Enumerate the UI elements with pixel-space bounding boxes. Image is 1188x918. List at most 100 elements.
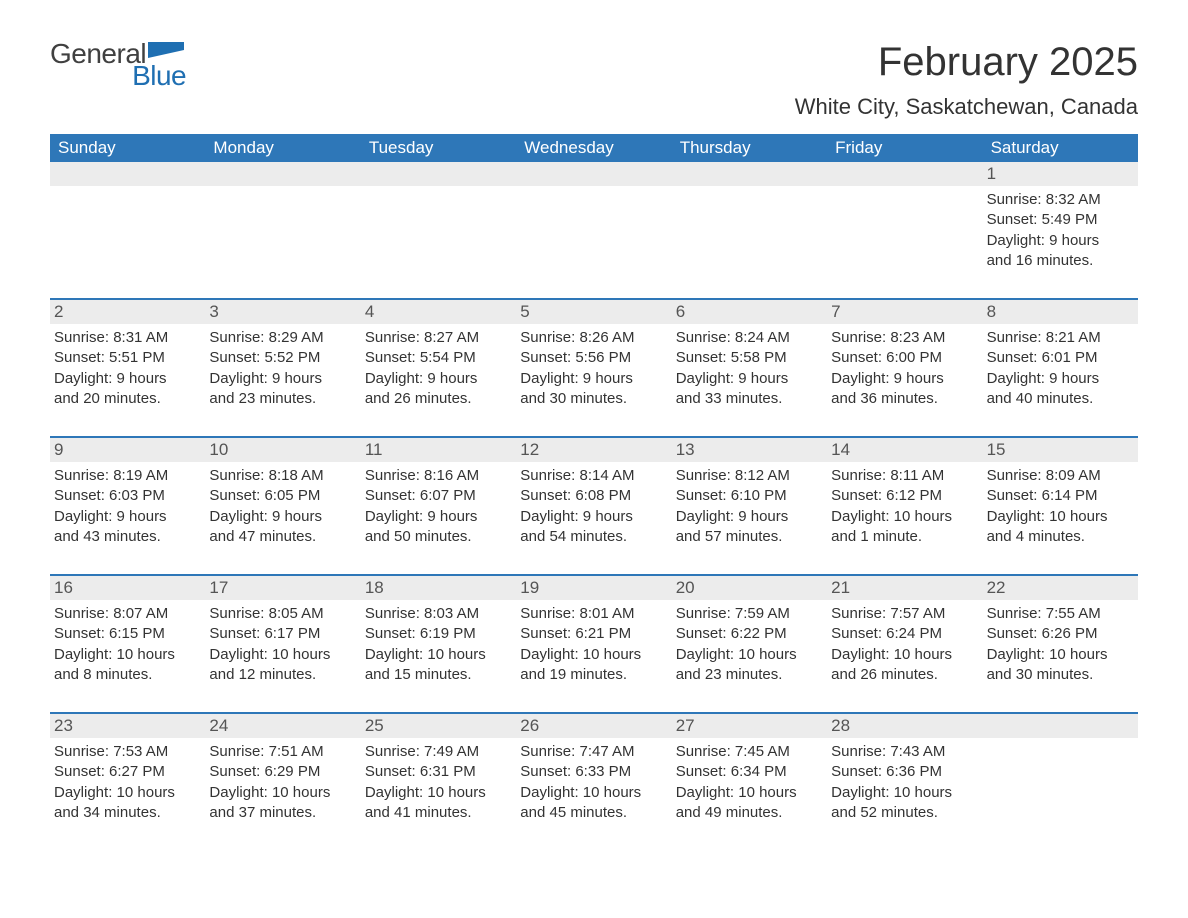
- sunset-line: Sunset: 5:52 PM: [209, 348, 354, 368]
- daylight-line-2: and 26 minutes.: [831, 665, 976, 685]
- day-number: 5: [516, 300, 671, 324]
- daylight-line-1: Daylight: 10 hours: [520, 645, 665, 665]
- daylight-line-2: and 49 minutes.: [676, 803, 821, 823]
- logo-text-blue: Blue: [132, 60, 186, 91]
- day-cell: Sunrise: 8:07 AMSunset: 6:15 PMDaylight:…: [50, 600, 205, 712]
- day-cell: Sunrise: 8:31 AMSunset: 5:51 PMDaylight:…: [50, 324, 205, 436]
- day-number: [983, 714, 1138, 738]
- day-cell: Sunrise: 7:51 AMSunset: 6:29 PMDaylight:…: [205, 738, 360, 850]
- daynum-row: 232425262728: [50, 714, 1138, 738]
- daylight-line-2: and 57 minutes.: [676, 527, 821, 547]
- location-label: White City, Saskatchewan, Canada: [795, 94, 1138, 120]
- day-cell: Sunrise: 8:24 AMSunset: 5:58 PMDaylight:…: [672, 324, 827, 436]
- day-number: 14: [827, 438, 982, 462]
- day-cell: [983, 738, 1138, 850]
- day-number: 6: [672, 300, 827, 324]
- day-number: [50, 162, 205, 186]
- daylight-line-2: and 23 minutes.: [676, 665, 821, 685]
- daylight-line-1: Daylight: 9 hours: [209, 507, 354, 527]
- sunrise-line: Sunrise: 8:01 AM: [520, 604, 665, 624]
- sunset-line: Sunset: 6:19 PM: [365, 624, 510, 644]
- daylight-line-1: Daylight: 10 hours: [520, 783, 665, 803]
- sunrise-line: Sunrise: 7:49 AM: [365, 742, 510, 762]
- sunrise-line: Sunrise: 8:05 AM: [209, 604, 354, 624]
- day-cell: Sunrise: 7:45 AMSunset: 6:34 PMDaylight:…: [672, 738, 827, 850]
- day-number: 26: [516, 714, 671, 738]
- day-cell: Sunrise: 8:01 AMSunset: 6:21 PMDaylight:…: [516, 600, 671, 712]
- weeks-container: 1Sunrise: 8:32 AMSunset: 5:49 PMDaylight…: [50, 162, 1138, 850]
- sunrise-line: Sunrise: 8:23 AM: [831, 328, 976, 348]
- day-number: 10: [205, 438, 360, 462]
- sunset-line: Sunset: 6:03 PM: [54, 486, 199, 506]
- day-number: 25: [361, 714, 516, 738]
- sunrise-line: Sunrise: 7:59 AM: [676, 604, 821, 624]
- day-number: 20: [672, 576, 827, 600]
- daylight-line-1: Daylight: 10 hours: [831, 783, 976, 803]
- day-cell: Sunrise: 7:49 AMSunset: 6:31 PMDaylight:…: [361, 738, 516, 850]
- day-number: [361, 162, 516, 186]
- day-number: 3: [205, 300, 360, 324]
- day-number: 16: [50, 576, 205, 600]
- daylight-line-2: and 54 minutes.: [520, 527, 665, 547]
- daynum-row: 2345678: [50, 300, 1138, 324]
- day-cell: Sunrise: 7:43 AMSunset: 6:36 PMDaylight:…: [827, 738, 982, 850]
- daylight-line-2: and 45 minutes.: [520, 803, 665, 823]
- day-number: 28: [827, 714, 982, 738]
- day-cell: Sunrise: 7:53 AMSunset: 6:27 PMDaylight:…: [50, 738, 205, 850]
- sunrise-line: Sunrise: 8:21 AM: [987, 328, 1132, 348]
- day-cell: [361, 186, 516, 298]
- daylight-line-1: Daylight: 9 hours: [831, 369, 976, 389]
- sunset-line: Sunset: 6:36 PM: [831, 762, 976, 782]
- sunrise-line: Sunrise: 8:32 AM: [987, 190, 1132, 210]
- sunset-line: Sunset: 5:51 PM: [54, 348, 199, 368]
- calendar: SundayMondayTuesdayWednesdayThursdayFrid…: [50, 134, 1138, 850]
- day-cell: Sunrise: 8:12 AMSunset: 6:10 PMDaylight:…: [672, 462, 827, 574]
- daylight-line-2: and 50 minutes.: [365, 527, 510, 547]
- daylight-line-2: and 30 minutes.: [520, 389, 665, 409]
- sunset-line: Sunset: 6:10 PM: [676, 486, 821, 506]
- daylight-line-2: and 12 minutes.: [209, 665, 354, 685]
- day-number: [205, 162, 360, 186]
- sunset-line: Sunset: 6:22 PM: [676, 624, 821, 644]
- week-row: 2345678Sunrise: 8:31 AMSunset: 5:51 PMDa…: [50, 298, 1138, 436]
- day-number: [516, 162, 671, 186]
- daylight-line-2: and 19 minutes.: [520, 665, 665, 685]
- daylight-line-1: Daylight: 10 hours: [831, 645, 976, 665]
- sunset-line: Sunset: 6:26 PM: [987, 624, 1132, 644]
- day-number: 23: [50, 714, 205, 738]
- daylight-line-2: and 40 minutes.: [987, 389, 1132, 409]
- daylight-line-2: and 34 minutes.: [54, 803, 199, 823]
- sunset-line: Sunset: 6:07 PM: [365, 486, 510, 506]
- sunrise-line: Sunrise: 7:57 AM: [831, 604, 976, 624]
- daylight-line-2: and 33 minutes.: [676, 389, 821, 409]
- day-cell: Sunrise: 8:16 AMSunset: 6:07 PMDaylight:…: [361, 462, 516, 574]
- day-cell: Sunrise: 8:26 AMSunset: 5:56 PMDaylight:…: [516, 324, 671, 436]
- sunrise-line: Sunrise: 8:29 AM: [209, 328, 354, 348]
- weekday-tuesday: Tuesday: [361, 134, 516, 162]
- day-cell: [50, 186, 205, 298]
- day-number: 7: [827, 300, 982, 324]
- day-cell: Sunrise: 8:27 AMSunset: 5:54 PMDaylight:…: [361, 324, 516, 436]
- day-number: 1: [983, 162, 1138, 186]
- sunrise-line: Sunrise: 8:03 AM: [365, 604, 510, 624]
- daylight-line-2: and 47 minutes.: [209, 527, 354, 547]
- daylight-line-1: Daylight: 9 hours: [54, 369, 199, 389]
- day-cell: Sunrise: 8:19 AMSunset: 6:03 PMDaylight:…: [50, 462, 205, 574]
- day-cell: Sunrise: 8:23 AMSunset: 6:00 PMDaylight:…: [827, 324, 982, 436]
- daylight-line-1: Daylight: 10 hours: [831, 507, 976, 527]
- week-row: 9101112131415Sunrise: 8:19 AMSunset: 6:0…: [50, 436, 1138, 574]
- day-cell: Sunrise: 8:05 AMSunset: 6:17 PMDaylight:…: [205, 600, 360, 712]
- sunrise-line: Sunrise: 8:14 AM: [520, 466, 665, 486]
- daybody-row: Sunrise: 8:07 AMSunset: 6:15 PMDaylight:…: [50, 600, 1138, 712]
- logo: General Blue: [50, 40, 186, 90]
- daylight-line-1: Daylight: 10 hours: [676, 645, 821, 665]
- daylight-line-2: and 30 minutes.: [987, 665, 1132, 685]
- daylight-line-1: Daylight: 10 hours: [54, 645, 199, 665]
- day-number: 9: [50, 438, 205, 462]
- day-cell: Sunrise: 7:55 AMSunset: 6:26 PMDaylight:…: [983, 600, 1138, 712]
- sunrise-line: Sunrise: 8:27 AM: [365, 328, 510, 348]
- daybody-row: Sunrise: 8:19 AMSunset: 6:03 PMDaylight:…: [50, 462, 1138, 574]
- weekday-friday: Friday: [827, 134, 982, 162]
- sunset-line: Sunset: 6:33 PM: [520, 762, 665, 782]
- sunrise-line: Sunrise: 8:31 AM: [54, 328, 199, 348]
